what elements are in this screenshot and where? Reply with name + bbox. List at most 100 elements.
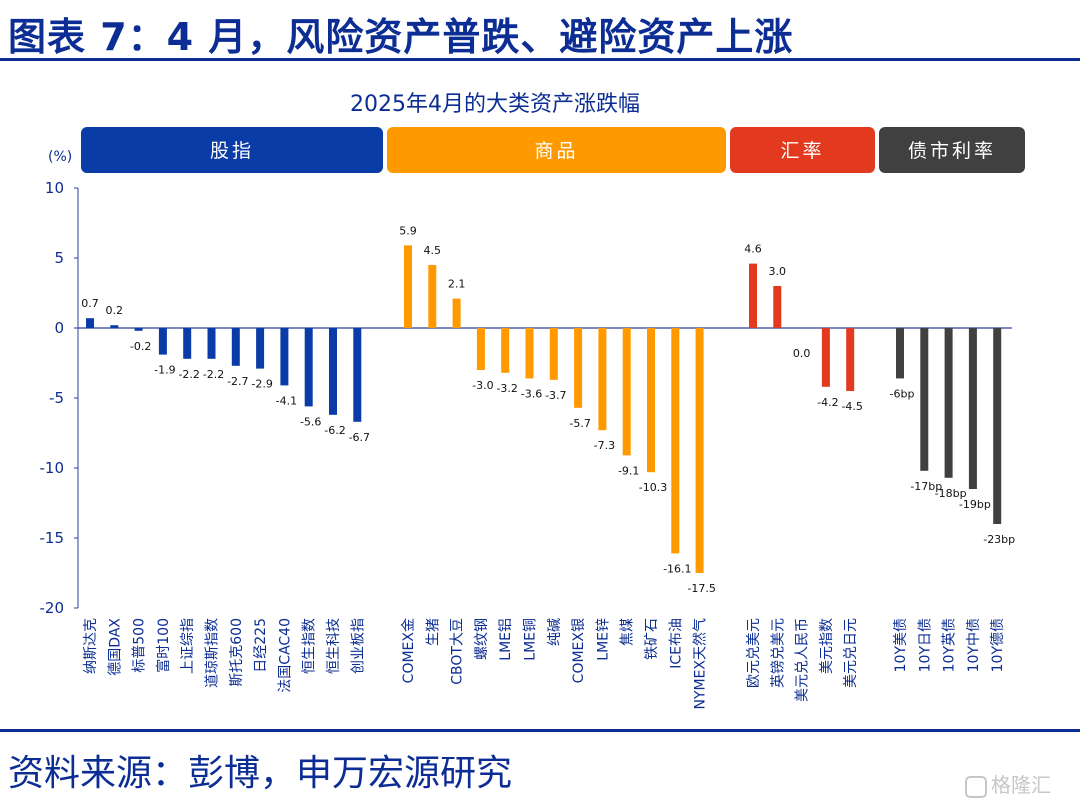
data-label: -6.2 bbox=[324, 424, 345, 437]
data-label: 3.0 bbox=[769, 265, 787, 278]
x-tick-label: LME铜 bbox=[523, 618, 539, 661]
data-label: -5.7 bbox=[569, 417, 590, 430]
bar bbox=[231, 328, 240, 366]
group-header-3 bbox=[879, 127, 1025, 173]
data-label: -5.6 bbox=[300, 415, 321, 428]
x-tick-label: 纳斯达克 bbox=[83, 618, 99, 674]
x-tick-label: 欧元兑美元 bbox=[746, 618, 762, 688]
data-label: -17bp bbox=[910, 480, 942, 493]
x-tick-label: 创业板指 bbox=[350, 618, 366, 674]
data-label: -2.9 bbox=[251, 378, 272, 391]
x-tick-label: COMEX金 bbox=[401, 618, 417, 683]
data-label: -3.7 bbox=[545, 389, 566, 402]
data-label: -3.6 bbox=[521, 387, 542, 400]
bar bbox=[476, 328, 485, 370]
data-label: -4.1 bbox=[276, 394, 297, 407]
x-tick-label: 纯碱 bbox=[547, 618, 563, 646]
y-tick-label: -10 bbox=[40, 459, 65, 477]
chart-title: 2025年4月的大类资产涨跌幅 bbox=[350, 92, 640, 117]
y-tick-label: 5 bbox=[54, 249, 64, 267]
data-label: -9.1 bbox=[618, 464, 639, 477]
data-label: -10.3 bbox=[639, 481, 667, 494]
data-label: 0.7 bbox=[81, 297, 99, 310]
data-label: -18bp bbox=[935, 487, 967, 500]
data-label: 2.1 bbox=[448, 278, 466, 291]
watermark-logo-icon bbox=[965, 775, 987, 798]
x-tick-label: 10Y中债 bbox=[966, 618, 982, 672]
bar bbox=[920, 328, 929, 471]
x-tick-label: 上证综指 bbox=[180, 618, 196, 674]
bar bbox=[452, 298, 461, 328]
data-label: 4.5 bbox=[424, 244, 442, 257]
bar bbox=[110, 325, 119, 328]
bar bbox=[671, 328, 680, 554]
x-tick-label: 焦煤 bbox=[620, 618, 636, 646]
bar bbox=[749, 263, 757, 328]
x-tick-label: 10Y日债 bbox=[917, 618, 933, 672]
x-tick-label: LME锌 bbox=[595, 618, 611, 661]
group-header-label: 股指 bbox=[210, 140, 254, 162]
data-label: -2.7 bbox=[227, 375, 248, 388]
bar bbox=[846, 328, 855, 391]
x-tick-label: 美元兑日元 bbox=[843, 618, 859, 688]
data-label: -17.5 bbox=[687, 582, 715, 595]
bar bbox=[622, 328, 631, 456]
group-header-label: 汇率 bbox=[780, 140, 824, 162]
data-label: -23bp bbox=[983, 533, 1015, 546]
x-tick-label: 10Y美债 bbox=[893, 618, 909, 672]
x-tick-label: ICE布油 bbox=[668, 618, 684, 669]
bar bbox=[404, 245, 412, 328]
bar bbox=[207, 328, 216, 359]
y-tick-label: 0 bbox=[54, 319, 64, 337]
x-tick-label: 恒生指数 bbox=[302, 618, 318, 674]
figure-title: 图表 7：4 月，风险资产普跌、避险资产上涨 bbox=[8, 15, 794, 59]
x-tick-label: 法国CAC40 bbox=[277, 618, 293, 693]
x-tick-label: 螺纹钢 bbox=[474, 618, 490, 660]
data-label: -19bp bbox=[959, 498, 991, 511]
bar bbox=[821, 328, 830, 387]
group-header-2 bbox=[730, 127, 875, 173]
bar bbox=[773, 286, 782, 328]
source-note: 资料来源：彭博，申万宏源研究 bbox=[8, 753, 513, 794]
title-divider bbox=[0, 58, 1080, 61]
bar bbox=[280, 328, 289, 386]
bar bbox=[158, 328, 167, 355]
x-tick-label: 美元兑人民币 bbox=[795, 618, 811, 702]
watermark-text: 格隆汇 bbox=[991, 773, 1051, 797]
x-tick-label: 恒生科技 bbox=[326, 618, 342, 674]
data-label: -7.3 bbox=[594, 439, 615, 452]
bar bbox=[896, 328, 904, 379]
data-label: -1.9 bbox=[154, 364, 175, 377]
data-label: -3.0 bbox=[472, 379, 493, 392]
bar bbox=[993, 328, 1002, 524]
data-label: -2.2 bbox=[203, 368, 224, 381]
y-tick-label: -20 bbox=[40, 599, 65, 617]
y-axis-unit: (%) bbox=[48, 149, 72, 165]
x-tick-label: 德国DAX bbox=[107, 618, 123, 676]
bar bbox=[256, 328, 265, 369]
bar bbox=[134, 328, 143, 331]
x-tick-label: NYMEX天然气 bbox=[692, 618, 709, 710]
x-tick-labels: 纳斯达克 德国DAX 标普500 富时100 上证综指 道琼斯指数 斯托克600 日经225 法… bbox=[83, 618, 1006, 710]
data-label: -3.2 bbox=[496, 382, 517, 395]
group-header-label: 债市利率 bbox=[908, 140, 996, 162]
bar bbox=[183, 328, 192, 359]
bar bbox=[304, 328, 313, 407]
data-label: 4.6 bbox=[744, 243, 762, 256]
bar bbox=[329, 328, 337, 415]
x-tick-label: LME铝 bbox=[498, 618, 514, 661]
y-tick-label: -5 bbox=[49, 389, 64, 407]
bar bbox=[944, 328, 953, 478]
group-headers: 股指 商品 汇率 债市利率 bbox=[81, 127, 1025, 173]
x-tick-label: 道琼斯指数 bbox=[205, 618, 221, 688]
x-tick-label: COMEX银 bbox=[571, 618, 587, 683]
bar bbox=[353, 328, 362, 422]
data-label: -6.7 bbox=[349, 431, 370, 444]
data-label: 0.2 bbox=[106, 304, 124, 317]
x-tick-label: 铁矿石 bbox=[644, 618, 660, 660]
data-label: 0.0 bbox=[793, 347, 811, 360]
x-tick-label: 富时100 bbox=[155, 618, 172, 673]
data-label: -2.2 bbox=[178, 368, 199, 381]
bar bbox=[549, 328, 558, 380]
data-labels: 0.70.2-0.2-1.9 -2.2 -2.2-2.7 -2.9-4.1-5.6-6… bbox=[81, 224, 1015, 595]
